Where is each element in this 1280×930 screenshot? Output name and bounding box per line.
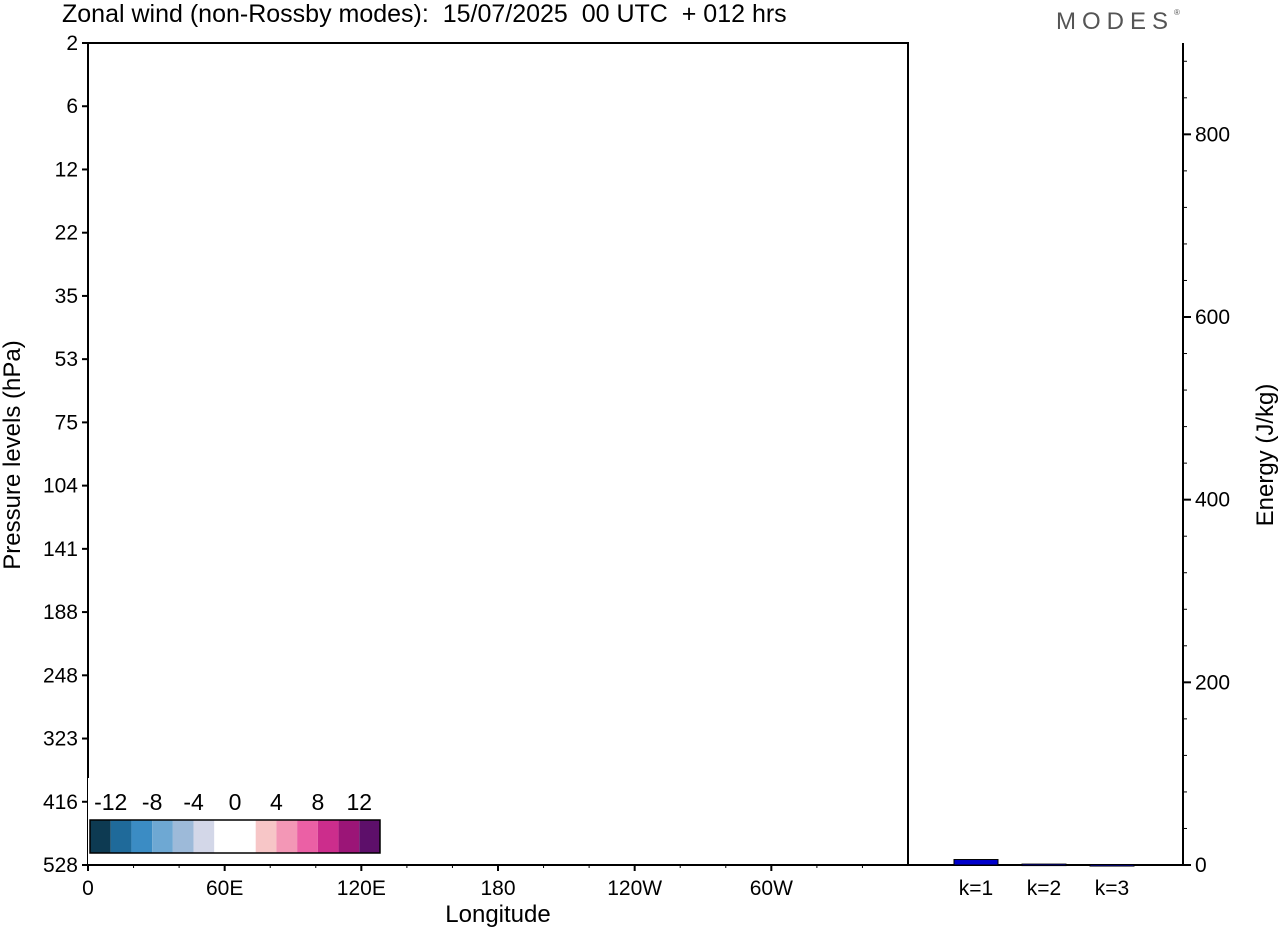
y-tick-label: 53 bbox=[55, 348, 78, 371]
y-axis-label: Pressure levels (hPa) bbox=[0, 340, 26, 569]
energy-tick-label: 800 bbox=[1195, 123, 1230, 146]
y-tick-label: 104 bbox=[43, 475, 78, 498]
bar-category-label: k=1 bbox=[959, 877, 993, 900]
colorbar-swatch bbox=[297, 820, 318, 853]
energy-tick-label: 200 bbox=[1195, 671, 1230, 694]
energy-bar-k=1 bbox=[953, 859, 999, 866]
colorbar-label: -4 bbox=[183, 789, 204, 815]
colorbar-swatch bbox=[338, 820, 360, 853]
colorbar-swatch bbox=[172, 820, 194, 853]
colorbar-legend: -12 -8 -4 0 4 8 12 bbox=[88, 778, 386, 864]
colorbar-swatch bbox=[131, 820, 153, 853]
x-axis-ticks: 0 60E 120E 180 120W 60W bbox=[82, 865, 863, 900]
y-axis-ticks: 2 6 12 22 35 53 75 104 141 188 248 323 416 528 bbox=[43, 32, 88, 877]
colorbar-frame bbox=[89, 819, 381, 854]
colorbar-swatch bbox=[255, 820, 277, 853]
bar-category-label: k=2 bbox=[1027, 877, 1061, 900]
colorbar-swatch bbox=[276, 820, 298, 853]
y-tick-label: 141 bbox=[43, 538, 78, 561]
colorbar-label: 4 bbox=[270, 789, 283, 815]
x-axis-label: Longitude bbox=[445, 901, 550, 928]
colorbar-swatch bbox=[235, 820, 256, 853]
y-tick-label: 75 bbox=[55, 411, 78, 434]
x-tick-label: 120W bbox=[607, 877, 662, 900]
colorbar-label: -12 bbox=[94, 789, 127, 815]
contour-band-2-1 bbox=[118, 416, 295, 555]
colorbar-swatch bbox=[317, 820, 339, 853]
colorbar-swatch bbox=[90, 820, 111, 853]
contour-band-8-1 bbox=[546, 43, 723, 176]
contour-fields bbox=[88, 43, 908, 745]
y-tick-label: 12 bbox=[55, 158, 78, 181]
contour-band-7-1 bbox=[314, 43, 491, 112]
colorbar-label: -8 bbox=[142, 789, 162, 815]
contour-band-6-1 bbox=[797, 606, 908, 745]
modes-logo: MODES® bbox=[1056, 8, 1180, 35]
y-tick-label: 248 bbox=[43, 664, 78, 687]
energy-bar-panel: k=1 k=2 k=3 0 200 400 600 800 Energy (J/kg) bbox=[908, 43, 1279, 900]
y-tick-label: 528 bbox=[43, 854, 78, 877]
x-tick-label: 180 bbox=[480, 877, 515, 900]
colorbar-label: 0 bbox=[229, 789, 242, 815]
energy-tick-label: 600 bbox=[1195, 306, 1230, 329]
energy-axis-label: Energy (J/kg) bbox=[1252, 384, 1279, 527]
colorbar-label: 8 bbox=[311, 789, 324, 815]
colorbar-swatch bbox=[110, 820, 132, 853]
energy-axis-ticks: 0 200 400 600 800 bbox=[1183, 60, 1230, 877]
y-tick-label: 2 bbox=[66, 32, 78, 55]
x-tick-label: 0 bbox=[82, 877, 94, 900]
colorbar-swatch bbox=[193, 820, 215, 853]
bar-category-label: k=3 bbox=[1095, 877, 1129, 900]
colorbar-swatch bbox=[152, 820, 173, 853]
y-tick-label: 416 bbox=[43, 791, 78, 814]
energy-tick-label: 400 bbox=[1195, 489, 1230, 512]
energy-tick-label: 0 bbox=[1195, 854, 1207, 877]
y-tick-label: 188 bbox=[43, 601, 78, 624]
y-tick-label: 6 bbox=[66, 95, 78, 118]
heatmap-panel: 0 60E 120E 180 120W 60W 2 6 12 22 35 53 75 104 141 188… bbox=[0, 32, 909, 928]
colorbar-swatch bbox=[214, 820, 235, 853]
energy-bar-k=2 bbox=[1021, 863, 1067, 867]
chart-title: Zonal wind (non-Rossby modes): 15/07/202… bbox=[62, 0, 787, 28]
y-tick-label: 35 bbox=[55, 285, 78, 308]
x-tick-label: 120E bbox=[337, 877, 386, 900]
colorbar-label: 12 bbox=[346, 789, 372, 815]
colorbar-swatch bbox=[359, 820, 380, 853]
energy-bar-k=3 bbox=[1089, 864, 1135, 867]
contour-band-5-1 bbox=[603, 479, 780, 618]
x-tick-label: 60W bbox=[750, 877, 793, 900]
y-tick-label: 22 bbox=[55, 222, 78, 245]
energy-bars: k=1 k=2 k=3 bbox=[953, 859, 1135, 900]
y-tick-label: 323 bbox=[43, 728, 78, 751]
x-tick-label: 60E bbox=[206, 877, 243, 900]
